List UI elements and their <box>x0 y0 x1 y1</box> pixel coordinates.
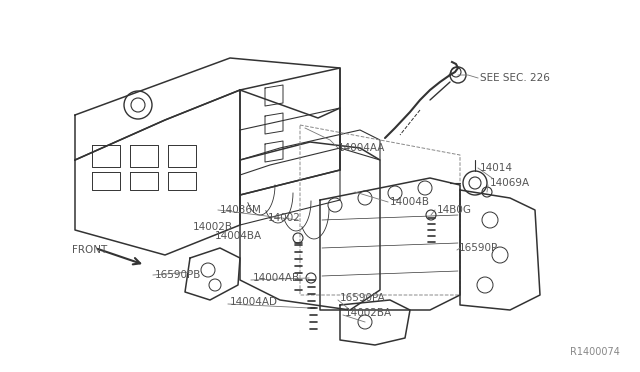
Text: 14004AA: 14004AA <box>338 143 385 153</box>
Text: SEE SEC. 226: SEE SEC. 226 <box>480 73 550 83</box>
Text: 14036M: 14036M <box>220 205 262 215</box>
Text: FRONT: FRONT <box>72 245 108 255</box>
Text: R1400074: R1400074 <box>570 347 620 357</box>
Text: 16590P: 16590P <box>459 243 499 253</box>
Text: 14B0G: 14B0G <box>437 205 472 215</box>
Text: 14069A: 14069A <box>490 178 530 188</box>
Text: 14002B: 14002B <box>193 222 233 232</box>
Text: 14014: 14014 <box>480 163 513 173</box>
Text: 14002BA: 14002BA <box>345 308 392 318</box>
Text: 14004AB: 14004AB <box>253 273 300 283</box>
Text: 16590PA: 16590PA <box>340 293 386 303</box>
Text: 16590PB: 16590PB <box>155 270 202 280</box>
Text: 14004BA: 14004BA <box>215 231 262 241</box>
Text: 14002: 14002 <box>268 213 301 223</box>
Text: 14004AD: 14004AD <box>230 297 278 307</box>
Text: 14004B: 14004B <box>390 197 430 207</box>
